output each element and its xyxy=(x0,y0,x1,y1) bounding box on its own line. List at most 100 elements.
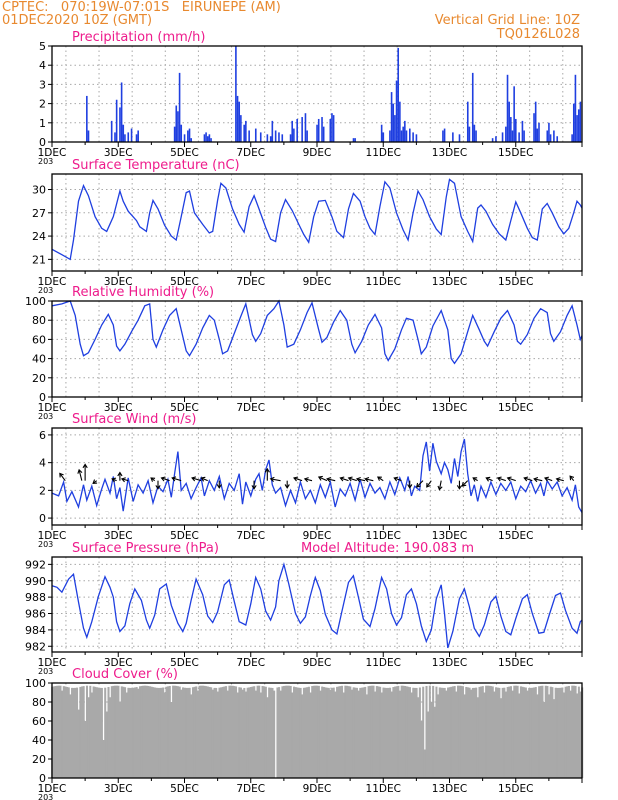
panel-title: Precipitation (mm/h) xyxy=(72,30,205,45)
cloud-cover-bar xyxy=(218,687,221,778)
precipitation-bar xyxy=(404,120,406,142)
precipitation-bar xyxy=(178,72,181,142)
precipitation-bar xyxy=(175,105,178,142)
wind-vector xyxy=(497,477,506,482)
cloud-cover-bar xyxy=(256,685,259,778)
cloud-cover-bar xyxy=(458,685,461,778)
precipitation-bar xyxy=(548,122,550,142)
x-tick-label: 3DEC xyxy=(104,530,133,542)
cloud-cover-bar xyxy=(288,685,291,778)
panel-title: Cloud Cover (%) xyxy=(72,667,178,682)
precipitation-bar xyxy=(468,126,471,142)
wind-vector-head xyxy=(472,477,478,482)
cloud-cover-bar xyxy=(302,687,305,778)
precipitation-bar xyxy=(236,95,239,142)
y-tick-label: 982 xyxy=(25,640,46,653)
cloud-cover-bar xyxy=(145,685,148,778)
x-year-label: 203 xyxy=(38,793,53,800)
y-tick-label: 5 xyxy=(39,40,46,53)
precipitation-bar xyxy=(390,92,393,142)
cloud-cover-bar xyxy=(513,685,516,778)
cloud-cover-bar xyxy=(289,685,292,778)
precipitation-bar xyxy=(392,103,395,142)
cloud-cover-bar xyxy=(485,685,488,778)
cloud-cover-bar xyxy=(447,687,450,778)
cloud-cover-bar xyxy=(312,685,315,778)
cloud-cover-bar xyxy=(394,686,397,778)
cloud-cover-bar xyxy=(52,686,55,778)
cloud-cover-bar xyxy=(148,686,151,778)
series-line xyxy=(51,178,583,261)
cloud-cover-bar xyxy=(531,687,534,778)
y-tick-label: 21 xyxy=(32,253,46,266)
cloud-cover-bar xyxy=(276,687,279,778)
cloud-cover-bar xyxy=(400,685,403,778)
cloud-cover-bar xyxy=(370,685,373,778)
wind-vector-head xyxy=(284,484,290,489)
cloud-cover-bar xyxy=(342,692,345,778)
cloud-cover-bar xyxy=(407,686,410,778)
cloud-cover-bar xyxy=(167,686,170,778)
cloud-cover-bar xyxy=(317,685,320,778)
cloud-cover-bar xyxy=(389,687,392,778)
precipitation-bar xyxy=(466,101,469,142)
x-tick-label: 7DEC xyxy=(236,147,265,159)
precipitation-bar xyxy=(473,124,476,142)
cloud-cover-bar xyxy=(220,687,223,778)
precipitation-bar xyxy=(190,138,192,142)
cloud-cover-bar xyxy=(432,685,435,778)
cloud-cover-bar xyxy=(412,687,415,778)
cloud-cover-bar xyxy=(364,686,367,778)
cloud-cover-bar xyxy=(198,685,201,778)
cloud-cover-bar xyxy=(470,689,473,778)
precipitation-bar xyxy=(188,128,191,142)
y-tick-label: 0 xyxy=(39,136,46,149)
cloud-cover-bar xyxy=(503,687,506,778)
cloud-cover-bar xyxy=(546,685,549,778)
precipitation-bar xyxy=(501,132,504,142)
panel-title: Relative Humidity (%) xyxy=(72,285,214,300)
cloud-cover-bar xyxy=(80,686,84,778)
cloud-cover-bar xyxy=(571,685,574,778)
wind-vector-head xyxy=(485,476,491,482)
cloud-cover-bar xyxy=(140,685,143,778)
cloud-cover-bar xyxy=(495,687,498,778)
x-tick-label: 15DEC xyxy=(498,530,533,542)
cloud-cover-bar xyxy=(183,687,186,778)
precipitation-bar xyxy=(329,118,332,142)
cloud-cover-bar xyxy=(331,687,334,778)
cloud-cover-bar xyxy=(66,686,69,778)
cloud-cover-bar xyxy=(460,685,463,778)
cloud-cover-bar xyxy=(367,686,370,778)
precipitation-bar xyxy=(281,134,284,142)
cloud-cover-bar xyxy=(251,686,254,778)
cloud-cover-bar xyxy=(481,686,484,778)
cloud-cover-bar xyxy=(269,687,272,778)
cloud-cover-bar xyxy=(243,687,246,778)
x-tick-label: 9DEC xyxy=(303,402,332,414)
cloud-cover-bar xyxy=(324,687,327,778)
cloud-cover-bar xyxy=(216,691,219,778)
y-tick-label: 60 xyxy=(32,333,46,346)
wind-vector-head xyxy=(160,476,166,482)
cloud-cover-bar xyxy=(309,692,312,778)
wind-vector-head xyxy=(117,471,123,477)
precipitation-bar xyxy=(205,132,207,142)
x-year-label: 203 xyxy=(38,412,53,421)
precipitation-bar xyxy=(173,126,176,142)
cloud-cover-bar xyxy=(233,686,236,778)
cloud-cover-bar xyxy=(117,685,120,778)
cloud-cover-bar xyxy=(185,687,188,778)
precipitation-bar xyxy=(331,113,333,142)
wind-vector-head xyxy=(523,476,529,482)
cloud-cover-bar xyxy=(561,687,564,778)
cloud-cover-bar xyxy=(577,686,580,778)
cloud-cover-bar xyxy=(491,686,494,778)
wind-vector xyxy=(377,476,384,482)
cloud-cover-bar xyxy=(466,687,469,778)
precipitation-bar xyxy=(183,134,186,142)
cloud-cover-bar xyxy=(72,687,75,778)
precipitation-bar xyxy=(86,95,88,142)
x-tick-label: 7DEC xyxy=(236,657,265,669)
